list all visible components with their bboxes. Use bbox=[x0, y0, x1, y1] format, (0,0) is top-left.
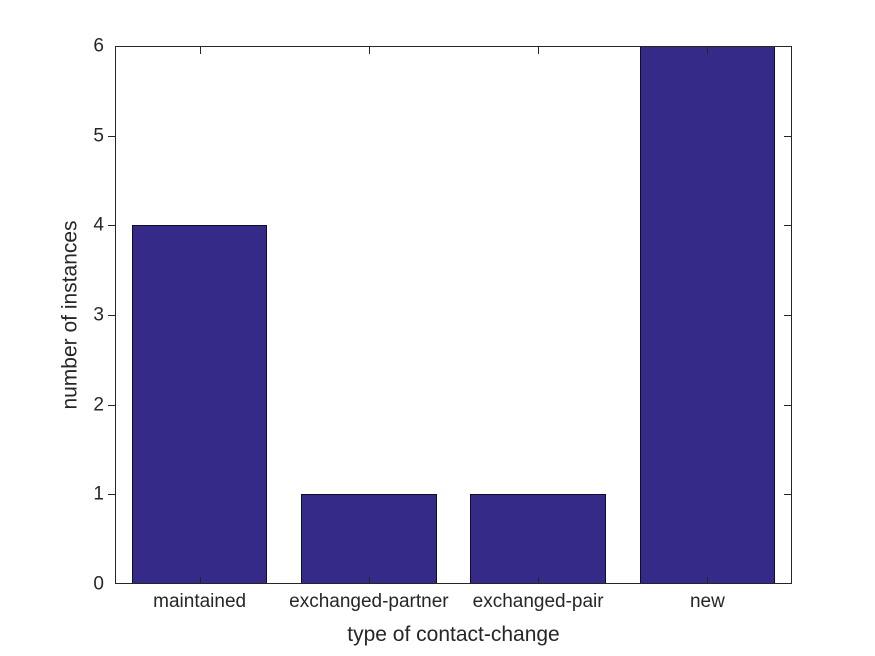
y-axis-label: number of instances bbox=[58, 220, 82, 410]
x-axis-label: type of contact-change bbox=[347, 623, 560, 646]
y-tick-label: 4 bbox=[93, 214, 104, 236]
x-tick-mark-bottom bbox=[368, 577, 370, 584]
x-tick-mark-bottom bbox=[707, 577, 709, 584]
x-tick-mark-bottom bbox=[538, 577, 540, 584]
bar-maintained bbox=[131, 225, 268, 584]
y-tick-mark-right bbox=[784, 494, 791, 496]
y-tick-mark-left bbox=[108, 135, 115, 137]
y-tick-mark-right bbox=[784, 404, 791, 406]
bar-exchanged-partner bbox=[301, 494, 437, 584]
x-tick-mark-top bbox=[707, 47, 709, 54]
y-tick-mark-left bbox=[108, 404, 115, 406]
y-tick-label: 0 bbox=[93, 573, 104, 595]
x-tick-label: exchanged-partner bbox=[289, 591, 449, 612]
x-tick-mark-bottom bbox=[199, 577, 201, 584]
y-tick-label: 3 bbox=[93, 304, 104, 326]
y-tick-label: 2 bbox=[93, 394, 104, 416]
x-tick-mark-top bbox=[538, 47, 540, 54]
x-tick-label: new bbox=[689, 591, 725, 612]
bar-exchanged-pair bbox=[470, 494, 606, 584]
y-tick-mark-right bbox=[784, 135, 791, 137]
y-tick-mark-left bbox=[108, 225, 115, 227]
y-tick-mark-right bbox=[784, 225, 791, 227]
x-tick-mark-top bbox=[199, 47, 201, 54]
x-tick-label: exchanged-pair bbox=[472, 591, 604, 612]
y-tick-mark-left bbox=[108, 494, 115, 496]
y-tick-label: 5 bbox=[93, 125, 104, 147]
y-tick-mark-left bbox=[108, 315, 115, 316]
x-tick-label: maintained bbox=[153, 591, 247, 612]
y-tick-label: 1 bbox=[93, 483, 104, 505]
x-tick-mark-top bbox=[368, 47, 370, 54]
y-tick-label: 6 bbox=[93, 35, 104, 57]
y-tick-mark-right bbox=[784, 315, 791, 316]
bar-new bbox=[639, 46, 776, 584]
